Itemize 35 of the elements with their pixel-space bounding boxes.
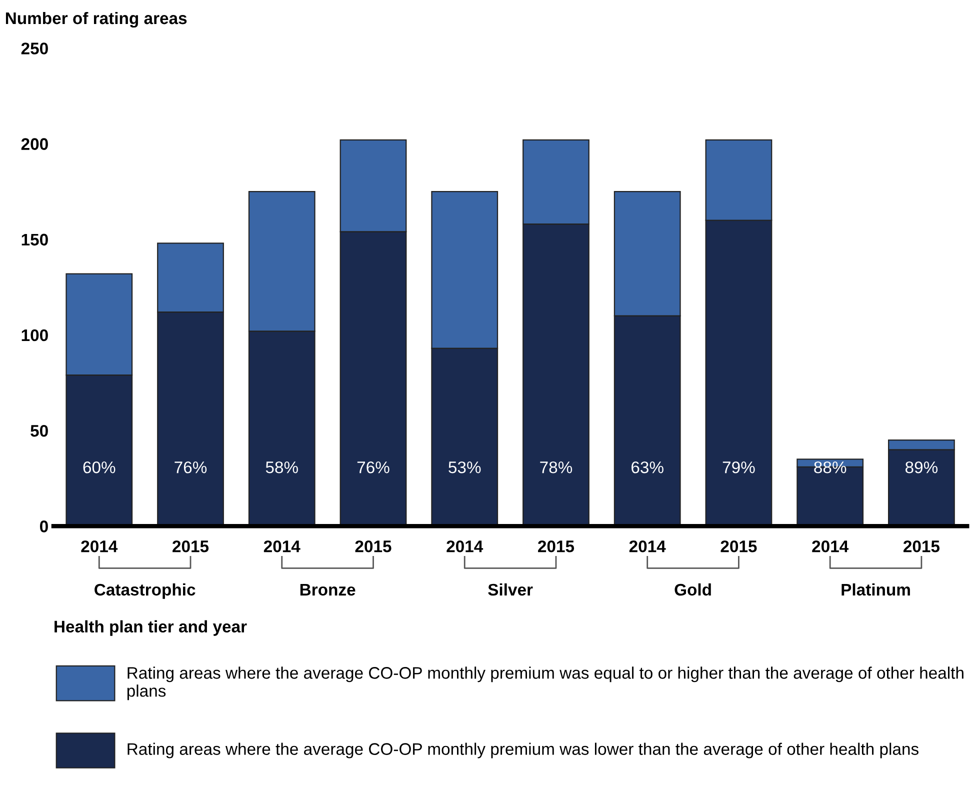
annotation: 76% (357, 461, 390, 474)
y-tick-label: 50 (30, 424, 48, 437)
y-axis-title: Number of rating areas (6, 12, 187, 28)
x-tick-label: 2015 (904, 540, 940, 552)
x-tick-label: 2014 (264, 540, 300, 552)
x-tick-label: 2015 (172, 540, 209, 552)
x-tick-label: 2015 (720, 540, 757, 552)
text: Catastrophic (94, 583, 196, 599)
y-tick-label: 0 (40, 520, 48, 532)
x-tick-label: 2015 (355, 540, 392, 552)
legend-label: Rating areas where the average CO-OP monthly premium was lower than the average of other health plans (128, 742, 918, 758)
x-tick-label: 2014 (81, 540, 118, 552)
annotation: 76% (174, 461, 207, 474)
text: Gold (674, 583, 711, 596)
annotation: 79% (722, 461, 755, 474)
annotation: 89% (906, 461, 938, 474)
y-tick-label: 200 (21, 138, 48, 150)
legend-label: Rating areas where the average CO-OP monthly premium was equal to or higher than the average of other health plans (127, 666, 964, 700)
annotation: 58% (266, 461, 298, 474)
x-tick-label: 2014 (812, 540, 849, 552)
annotation: 60% (83, 461, 116, 474)
annotation: 53% (448, 461, 481, 474)
y-tick-label: 150 (22, 234, 48, 246)
text: Bronze (300, 584, 356, 596)
y-tick-label: 100 (22, 329, 48, 342)
annotation: 78% (540, 461, 572, 474)
x-tick-label: 2014 (446, 540, 484, 552)
x-tick-label: 2014 (629, 540, 666, 552)
y-tick-label: 250 (21, 42, 48, 54)
x-axis-title: Health plan tier and year (54, 620, 247, 636)
text: Silver (488, 583, 533, 596)
annotation: 63% (632, 461, 664, 474)
text: Platinum (842, 583, 910, 596)
annotation: 88% (814, 461, 846, 474)
x-tick-label: 2015 (538, 540, 574, 552)
